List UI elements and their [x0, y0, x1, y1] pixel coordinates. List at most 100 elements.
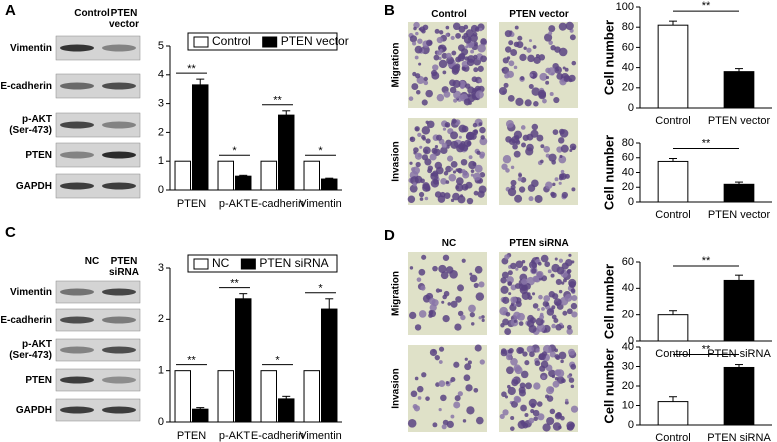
- bar: [321, 178, 338, 191]
- cell: [423, 76, 428, 82]
- cell: [505, 168, 510, 173]
- cell: [445, 165, 452, 173]
- cell: [566, 423, 574, 431]
- cell: [524, 99, 532, 107]
- cell: [522, 351, 528, 357]
- cell: [558, 181, 562, 185]
- cell: [450, 198, 455, 203]
- cell: [469, 312, 475, 318]
- blot-band: [102, 44, 136, 52]
- cell: [445, 52, 452, 59]
- lane-header: Control: [74, 8, 110, 19]
- bar: [321, 308, 338, 423]
- cell: [443, 90, 451, 98]
- cell: [554, 369, 562, 376]
- cell: [570, 302, 578, 310]
- cell: [529, 73, 534, 77]
- cell: [422, 294, 431, 303]
- cell: [525, 382, 532, 390]
- cell: [409, 161, 413, 165]
- cell: [421, 134, 426, 140]
- blot-band: [60, 288, 94, 296]
- cell: [478, 281, 485, 288]
- blot-strip: [55, 368, 141, 392]
- blot-label: p-AKT (Ser-473): [9, 339, 52, 361]
- cell: [551, 323, 556, 329]
- cell: [533, 56, 541, 64]
- cell: [543, 145, 551, 153]
- cell: [552, 422, 562, 431]
- cell: [427, 165, 434, 171]
- cell: [413, 151, 417, 155]
- x-tick-label: PTEN: [177, 198, 206, 210]
- cell: [473, 172, 482, 181]
- cell: [439, 30, 444, 35]
- cell: [481, 315, 485, 319]
- cell: [407, 419, 417, 428]
- cell: [556, 72, 564, 80]
- cell: [442, 254, 450, 261]
- cell: [414, 126, 420, 132]
- cell: [413, 405, 421, 412]
- cell: [510, 184, 516, 190]
- cell: [434, 161, 443, 170]
- cell: [532, 409, 540, 417]
- cell: [531, 262, 538, 269]
- bar: [235, 175, 252, 191]
- cell: [440, 146, 448, 155]
- y-tick-label: 0: [628, 102, 634, 114]
- cell: [413, 26, 417, 31]
- cell: [558, 289, 563, 294]
- y-tick-label: 1: [158, 155, 164, 167]
- cell: [450, 376, 456, 382]
- significance-label: **: [702, 343, 711, 355]
- cell: [531, 268, 537, 274]
- cell: [550, 192, 557, 199]
- cell: [450, 131, 459, 140]
- blot-band: [102, 288, 136, 296]
- cell: [548, 349, 552, 353]
- cell: [548, 25, 556, 33]
- blot-band: [102, 121, 136, 129]
- cell: [414, 324, 422, 331]
- cell: [436, 134, 443, 141]
- legend-box: [187, 254, 338, 273]
- cell: [540, 144, 545, 149]
- legend-swatch: [193, 36, 209, 48]
- x-tick-label: PTEN vector: [708, 209, 771, 221]
- cell: [566, 324, 572, 330]
- panel-label: B: [384, 2, 395, 19]
- cell: [518, 386, 526, 394]
- cell: [502, 296, 510, 304]
- panel-label: A: [5, 2, 16, 19]
- cell: [418, 310, 427, 318]
- blot-label: GAPDH: [15, 180, 52, 192]
- cell: [463, 374, 471, 382]
- cell: [538, 294, 543, 300]
- cell: [478, 185, 487, 194]
- cell: [521, 142, 526, 148]
- row-label: Invasion: [391, 368, 402, 409]
- cell: [457, 391, 463, 397]
- cell: [447, 302, 452, 306]
- cell: [563, 278, 567, 283]
- cell: [463, 98, 471, 106]
- cell: [566, 328, 573, 335]
- cell: [548, 153, 557, 162]
- cell: [416, 277, 422, 282]
- cell: [454, 395, 461, 402]
- cell: [458, 143, 466, 150]
- image-header: Control: [431, 9, 467, 20]
- cell: [516, 312, 525, 321]
- blot-band: [60, 82, 94, 90]
- blot-band: [102, 406, 136, 414]
- y-tick-label: 0: [628, 419, 634, 431]
- cell: [455, 168, 460, 172]
- bar: [278, 398, 295, 423]
- cell: [504, 395, 509, 399]
- y-tick-label: 2: [158, 126, 164, 138]
- significance-label: **: [702, 137, 711, 149]
- cell: [445, 180, 450, 184]
- cell: [438, 408, 442, 412]
